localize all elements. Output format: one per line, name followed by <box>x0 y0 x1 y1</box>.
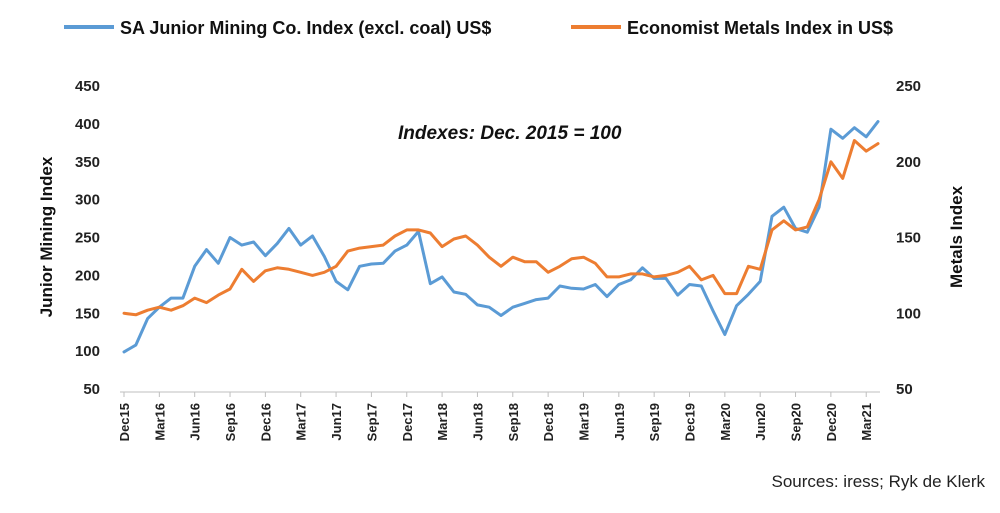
legend-label-junior-mining: SA Junior Mining Co. Index (excl. coal) … <box>120 18 491 38</box>
x-tick-label: Dec19 <box>683 403 698 441</box>
x-tick-label: Jun17 <box>329 403 344 441</box>
x-tick-label: Mar19 <box>576 403 591 441</box>
y-right-tick-label: 100 <box>896 305 921 322</box>
chart-source: Sources: iress; Ryk de Klerk <box>771 472 985 491</box>
chart-annotation: Indexes: Dec. 2015 = 100 <box>398 123 622 144</box>
y-right-tick-label: 50 <box>896 381 913 398</box>
x-tick-label: Mar17 <box>294 403 309 441</box>
x-tick-label: Sep18 <box>506 403 521 441</box>
y-left-tick-label: 350 <box>75 154 100 171</box>
series-line-metals <box>122 139 880 317</box>
y-right-tick-label: 250 <box>896 78 921 95</box>
legend: SA Junior Mining Co. Index (excl. coal) … <box>64 18 893 38</box>
x-tick-label: Sep19 <box>647 403 662 441</box>
x-axis-ticks: Dec15 Mar16 Jun16 Sep16 Dec16 Mar17 Jun17 Sep17… <box>117 392 874 441</box>
y-axis-right-ticks: 50 100 150 200 250 <box>896 78 921 398</box>
x-tick-label: Sep16 <box>223 403 238 441</box>
x-tick-label: Jun19 <box>612 403 627 441</box>
y-axis-left-label: Junior Mining Index <box>37 156 56 317</box>
y-left-tick-label: 150 <box>75 305 100 322</box>
x-tick-label: Jun18 <box>470 403 485 441</box>
y-right-tick-label: 200 <box>896 154 921 171</box>
y-left-tick-label: 450 <box>75 78 100 95</box>
x-tick-label: Mar16 <box>152 403 167 441</box>
y-axis-right-label: Metals Index <box>947 185 966 288</box>
x-tick-label: Dec16 <box>258 403 273 441</box>
x-tick-label: Dec18 <box>541 403 556 441</box>
y-left-tick-label: 100 <box>75 343 100 360</box>
x-tick-label: Dec20 <box>824 403 839 441</box>
y-left-tick-label: 400 <box>75 116 100 133</box>
y-right-tick-label: 150 <box>896 230 921 247</box>
x-tick-label: Dec17 <box>400 403 415 441</box>
y-left-tick-label: 50 <box>83 381 100 398</box>
x-tick-label: Sep17 <box>364 403 379 441</box>
y-left-tick-label: 200 <box>75 267 100 284</box>
x-tick-label: Jun20 <box>753 403 768 441</box>
x-tick-label: Jun16 <box>188 403 203 441</box>
x-tick-label: Sep20 <box>789 403 804 441</box>
x-tick-label: Mar18 <box>435 403 450 441</box>
x-tick-label: Dec15 <box>117 403 132 441</box>
y-left-tick-label: 250 <box>75 230 100 247</box>
series-line-junior-mining <box>122 120 880 354</box>
series-lines <box>122 120 880 354</box>
x-tick-label: Mar20 <box>718 403 733 441</box>
x-tick-label: Mar21 <box>859 403 874 441</box>
y-left-tick-label: 300 <box>75 192 100 209</box>
legend-label-metals: Economist Metals Index in US$ <box>627 18 893 38</box>
y-axis-left-ticks: 50 100 150 200 250 300 350 400 450 <box>75 78 100 398</box>
